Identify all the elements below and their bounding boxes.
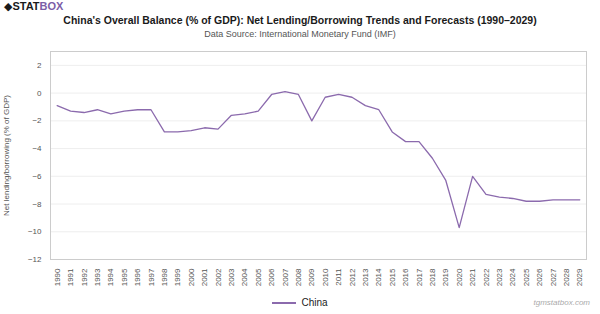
html-text:◆STAT BOX: ◆STAT BOX: [4, 0, 64, 12]
svg-text:2010: 2010: [321, 268, 330, 286]
svg-text:1990: 1990: [53, 268, 62, 286]
svg-text:1997: 1997: [147, 268, 156, 286]
svg-text:2022: 2022: [482, 268, 491, 286]
svg-text:2006: 2006: [267, 268, 276, 286]
svg-text:2012: 2012: [348, 268, 357, 286]
svg-text:1999: 1999: [173, 268, 182, 286]
svg-text:2: 2: [37, 61, 42, 70]
svg-text:2017: 2017: [415, 268, 424, 286]
svg-text:1993: 1993: [93, 268, 102, 286]
svg-text:2026: 2026: [535, 268, 544, 286]
svg-text:2024: 2024: [508, 268, 517, 286]
svg-text:−2: −2: [32, 116, 42, 125]
svg-text:1991: 1991: [66, 268, 75, 286]
svg-text:2016: 2016: [401, 268, 410, 286]
svg-text:2020: 2020: [455, 268, 464, 286]
svg-text:2025: 2025: [522, 268, 531, 286]
svg-text:2011: 2011: [334, 268, 343, 286]
svg-text:1996: 1996: [133, 268, 142, 286]
svg-text:−12: −12: [28, 255, 42, 264]
svg-text:2005: 2005: [254, 268, 263, 286]
svg-text:0: 0: [37, 89, 42, 98]
svg-text:2029: 2029: [575, 268, 584, 286]
svg-text:2001: 2001: [200, 268, 209, 286]
svg-text:1995: 1995: [120, 268, 129, 286]
svg-text:2018: 2018: [428, 268, 437, 286]
html-text:China's Overall Balance (% of: China's Overall Balance (% of GDP): Net …: [63, 14, 537, 26]
svg-text:1998: 1998: [160, 268, 169, 286]
html-text:China: China: [301, 297, 328, 308]
svg-text:1992: 1992: [80, 268, 89, 286]
svg-text:2021: 2021: [468, 268, 477, 286]
svg-text:Net lending/borrowing (% of GD: Net lending/borrowing (% of GDP): [2, 95, 11, 216]
svg-text:−10: −10: [28, 227, 42, 236]
svg-text:2013: 2013: [361, 268, 370, 286]
svg-text:2023: 2023: [495, 268, 504, 286]
svg-text:2004: 2004: [240, 268, 249, 286]
html-text:tgmstatbox.com: tgmstatbox.com: [533, 298, 590, 307]
svg-text:2008: 2008: [294, 268, 303, 286]
svg-text:2015: 2015: [388, 268, 397, 286]
svg-text:2000: 2000: [187, 268, 196, 286]
html-text:Data Source: International Mon: Data Source: International Monetary Fund…: [204, 29, 396, 39]
svg-text:2007: 2007: [281, 268, 290, 286]
svg-text:1994: 1994: [106, 268, 115, 286]
svg-text:2009: 2009: [307, 268, 316, 286]
svg-text:2019: 2019: [441, 268, 450, 286]
svg-text:2027: 2027: [549, 268, 558, 286]
svg-text:2003: 2003: [227, 268, 236, 286]
svg-text:2002: 2002: [214, 268, 223, 286]
svg-text:2028: 2028: [562, 268, 571, 286]
svg-text:−8: −8: [32, 200, 42, 209]
svg-text:−6: −6: [32, 172, 42, 181]
svg-text:2014: 2014: [374, 268, 383, 286]
svg-text:−4: −4: [32, 144, 42, 153]
